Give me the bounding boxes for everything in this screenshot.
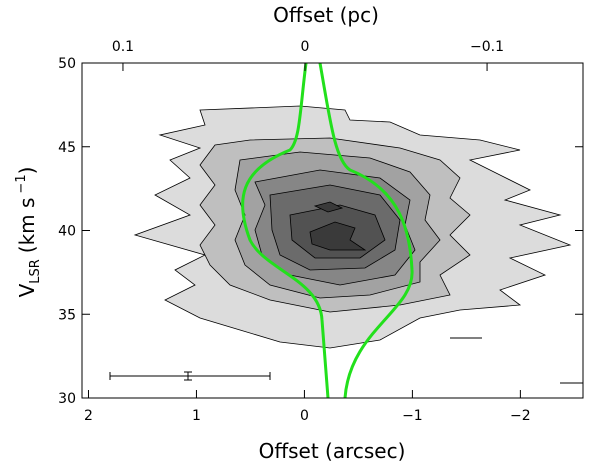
model-curve: [241, 62, 330, 399]
x-tick-label: 2: [84, 408, 93, 424]
x-axis-title: Offset (arcsec): [259, 439, 406, 463]
y-label-part: −1: [14, 174, 29, 193]
y-axis-title: VLSR (km s −1): [14, 167, 43, 298]
y-tick-label: 35: [58, 307, 76, 323]
y-label-part: ): [15, 167, 39, 175]
y-label-part: V: [15, 283, 39, 297]
x-tick-label: −2: [510, 408, 531, 424]
x-tick-label: −1: [402, 408, 423, 424]
x2-axis-title: Offset (pc): [273, 3, 379, 27]
model-curve: [318, 62, 414, 399]
y-label-part: LSR: [28, 259, 43, 284]
y-tick-label: 30: [58, 391, 76, 407]
x-tick-label: 1: [192, 408, 201, 424]
contours: [133, 105, 583, 384]
x-tick-label: 0: [300, 408, 309, 424]
x2-tick-label: −0.1: [470, 39, 504, 55]
contour-level: [309, 221, 367, 251]
scale-bar: [109, 371, 271, 381]
y-tick-label: 45: [58, 140, 76, 156]
y-tick-label: 40: [58, 224, 76, 240]
x2-tick-label: 0.1: [112, 39, 134, 55]
y-tick-label: 50: [58, 56, 76, 72]
x2-tick-label: 0: [301, 39, 310, 55]
contour-level: [313, 201, 344, 213]
y-label-part: (km s: [15, 198, 39, 254]
